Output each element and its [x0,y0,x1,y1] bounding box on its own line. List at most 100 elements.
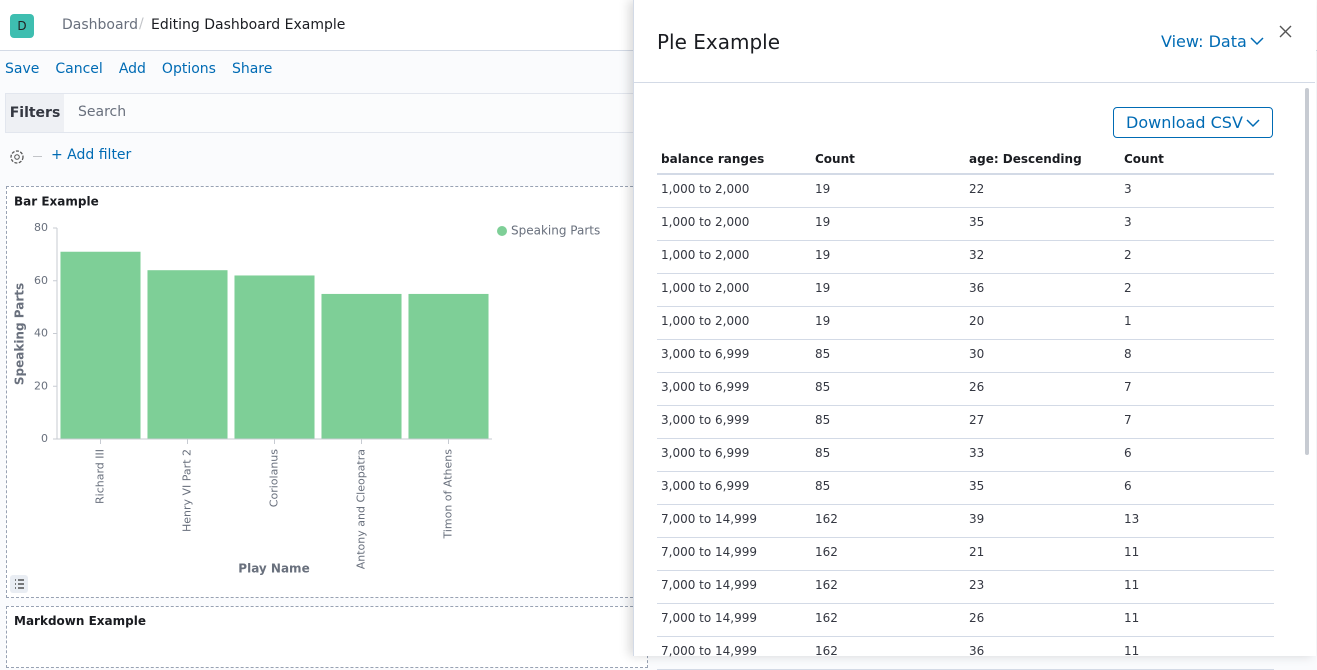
table-cell: 11 [1124,611,1140,625]
table-cell: 20 [969,314,985,328]
table-cell: 2 [1124,281,1132,295]
row-border [657,636,1274,637]
row-border [657,240,1274,241]
menu-item[interactable]: Share [231,61,273,77]
table-cell: 7,000 to 14,999 [661,545,758,559]
table-cell: 162 [815,644,838,658]
table-cell: 3 [1124,182,1132,196]
table-cell: 19 [815,248,831,262]
table-cell: 13 [1124,512,1140,526]
menu-item[interactable]: Save [5,61,40,77]
table-cell: 7,000 to 14,999 [661,512,758,526]
table-cell: 7,000 to 14,999 [661,578,758,592]
table-cell: 3,000 to 6,999 [661,479,750,493]
legend-label[interactable]: Speaking Parts [511,224,600,238]
menu-item[interactable]: Add [118,61,146,77]
header-border [657,173,1274,175]
table-cell: 7,000 to 14,999 [661,644,758,658]
table-cell: 162 [815,512,838,526]
table-cell: 3,000 to 6,999 [661,413,750,427]
table-cell: 11 [1124,545,1140,559]
table-cell: 32 [969,248,985,262]
y-tick-label: 20 [34,379,48,392]
breadcrumb: Editing Dashboard Example [151,17,346,33]
table-cell: 19 [815,215,831,229]
table-cell: 3,000 to 6,999 [661,347,750,361]
close-button[interactable] [1279,25,1292,38]
table-cell: 7 [1124,380,1132,394]
view-menu[interactable]: View: Data [1161,32,1247,51]
row-border [657,405,1274,406]
logo[interactable]: D [10,14,34,38]
flyout-title: Ple Example [657,30,781,54]
menu-item[interactable]: Options [161,61,216,77]
table-cell: 7,000 to 14,999 [661,611,758,625]
table-cell: 23 [969,578,985,592]
legend-toggle[interactable] [10,575,28,593]
bar [321,293,402,439]
table-cell: 7 [1124,413,1132,427]
legend-marker [497,226,507,236]
search-input[interactable]: Search [78,104,127,120]
column-header[interactable]: age: Descending [969,152,1082,166]
download-csv-label: Download CSV [1126,113,1243,132]
add-filter[interactable]: + Add filter [51,147,132,163]
panel-title: Markdown Example [14,614,146,628]
table-cell: 27 [969,413,985,427]
row-border [657,372,1274,373]
table-cell: 1,000 to 2,000 [661,248,750,262]
table-cell: 30 [969,347,985,361]
table-cell: 26 [969,611,985,625]
table-cell: 1,000 to 2,000 [661,215,750,229]
chart-title: Bar Example [14,195,99,209]
y-tick-label: 40 [34,327,48,340]
row-border [657,537,1274,538]
table-cell: 85 [815,380,831,394]
table-cell: 11 [1124,578,1140,592]
breadcrumb[interactable]: Dashboard [62,17,138,33]
table-cell: 162 [815,545,838,559]
x-tick-label: Henry VI Part 2 [181,449,194,532]
column-header[interactable]: balance ranges [661,152,765,166]
x-tick-label: Coriolanus [268,449,281,507]
chevron [1250,37,1264,46]
table-cell: 85 [815,446,831,460]
bar-chart: Bar Example 0 20 40 60 80 Speaking Parts Play … [13,195,601,576]
table-cell: 162 [815,578,838,592]
row-border [657,570,1274,571]
table-cell: 3,000 to 6,999 [661,446,750,460]
y-tick-label: 80 [34,221,48,234]
table-cell: 3 [1124,215,1132,229]
table-cell: 11 [1124,644,1140,658]
x-tick-label: Richard III [94,449,107,504]
table-cell: 1,000 to 2,000 [661,314,750,328]
table-cell: 35 [969,215,985,229]
column-header[interactable]: Count [1124,152,1164,166]
row-border [657,273,1274,274]
row-border [657,306,1274,307]
table-cell: 3,000 to 6,999 [661,380,750,394]
menu-item[interactable]: Cancel [55,61,103,77]
scrollbar [1305,88,1309,455]
filters-label[interactable]: Filters [6,94,64,132]
gear-icon[interactable] [8,148,26,166]
filter-bar [5,93,647,133]
table-cell: 162 [815,611,838,625]
row-border [657,504,1274,505]
table-cell: 21 [969,545,985,559]
column-header[interactable]: Count [815,152,855,166]
flyout [633,0,1316,656]
table-cell: 85 [815,347,831,361]
table-cell: 19 [815,281,831,295]
table-cell: 6 [1124,479,1132,493]
table-cell: 22 [969,182,985,196]
table-cell: 36 [969,644,985,658]
table-cell: 33 [969,446,985,460]
download-csv-button[interactable] [1113,107,1273,138]
bar [60,251,141,439]
bar [408,293,489,439]
dash [33,156,42,157]
row-border [657,438,1274,439]
y-axis-label: Speaking Parts [13,283,27,385]
